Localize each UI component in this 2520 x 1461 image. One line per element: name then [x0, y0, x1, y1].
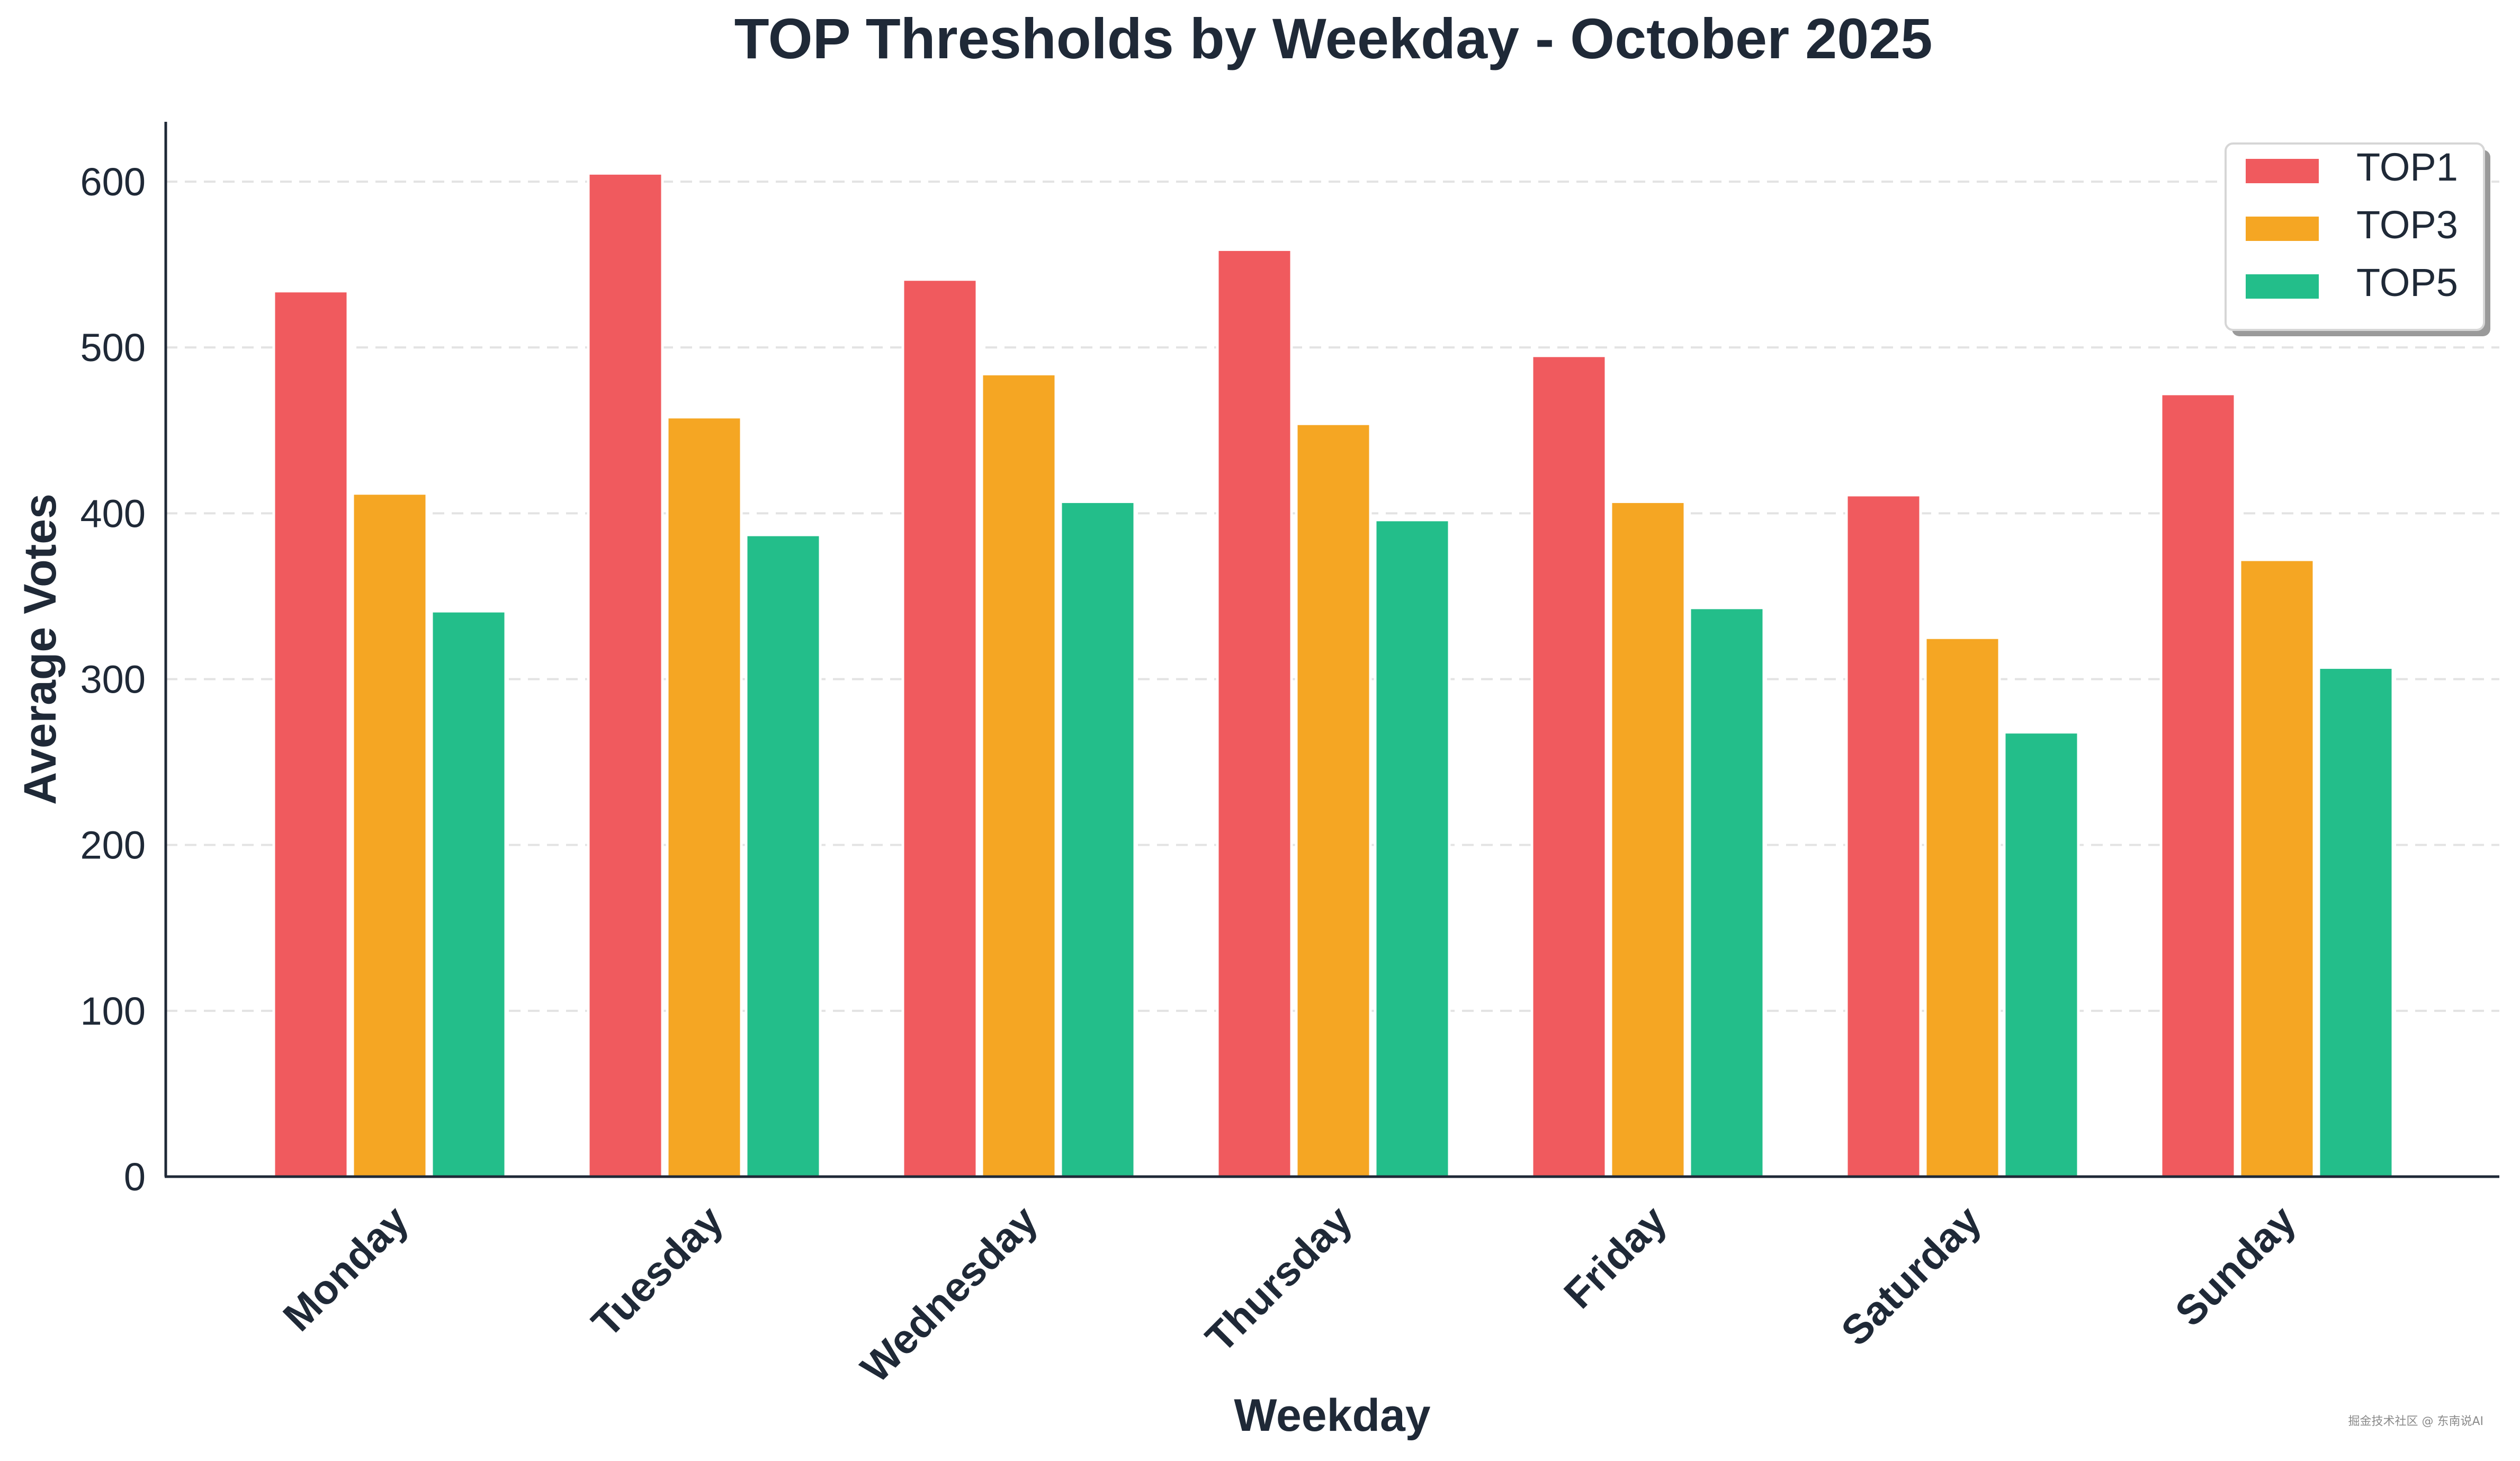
y-tick-label: 200 [80, 823, 146, 867]
bar-top1-sunday [2159, 392, 2237, 1178]
bar-top3-sunday [2238, 558, 2316, 1178]
x-tick-label-saturday: Saturday [1832, 1197, 1990, 1355]
x-axis-title: Weekday [1234, 1390, 1430, 1441]
y-tick-label: 500 [80, 326, 146, 370]
legend: TOP1 TOP3 TOP5 [2225, 142, 2490, 336]
legend-swatch-top3 [2246, 217, 2319, 241]
bar-top5-sunday [2317, 666, 2395, 1178]
legend-label-top5: TOP5 [2356, 261, 2458, 304]
bar-top5-friday [1688, 606, 1765, 1178]
bar-top5-thursday [1374, 518, 1451, 1178]
x-tick-label-friday: Friday [1555, 1197, 1675, 1317]
y-tick-label: 100 [80, 989, 146, 1033]
bar-top5-monday [430, 610, 507, 1178]
legend-swatch-top5 [2246, 274, 2319, 299]
bar-top3-saturday [1924, 636, 2001, 1178]
y-tick-label: 0 [124, 1155, 146, 1199]
legend-label-top3: TOP3 [2356, 203, 2458, 247]
bar-top3-friday [1609, 500, 1687, 1178]
x-tick-label-thursday: Thursday [1197, 1197, 1361, 1361]
x-tick-label-tuesday: Tuesday [582, 1197, 732, 1346]
legend-label-top1: TOP1 [2356, 145, 2458, 189]
y-tick-label: 400 [80, 491, 146, 535]
y-tick-labels: 0 100 200 300 400 500 600 [80, 160, 146, 1199]
bar-top5-tuesday [745, 533, 822, 1178]
x-tick-label-wednesday: Wednesday [851, 1197, 1046, 1392]
y-tick-label: 600 [80, 160, 146, 204]
bar-top3-thursday [1295, 422, 1372, 1178]
chart-title: TOP Thresholds by Weekday - October 2025 [734, 6, 1933, 70]
bar-top3-wednesday [980, 372, 1057, 1178]
x-tick-label-sunday: Sunday [2166, 1197, 2304, 1335]
bar-top1-thursday [1216, 248, 1293, 1178]
legend-swatch-top1 [2246, 159, 2319, 183]
bar-top3-monday [351, 492, 428, 1178]
bar-top3-tuesday [666, 416, 743, 1178]
bar-top5-wednesday [1059, 500, 1136, 1178]
bar-top1-monday [272, 290, 349, 1178]
bar-top1-wednesday [901, 278, 979, 1178]
x-tick-labels: Monday Tuesday Wednesday Thursday Friday Satu… [274, 1197, 2304, 1392]
bar-top1-tuesday [587, 172, 664, 1178]
y-tick-label: 300 [80, 658, 146, 702]
watermark: 掘金技术社区 @ 东南说AI [2348, 1415, 2483, 1428]
x-tick-label-monday: Monday [274, 1197, 417, 1340]
bar-top5-saturday [2003, 731, 2080, 1178]
bars [272, 172, 2395, 1178]
y-axis-title: Average Votes [15, 494, 66, 805]
bar-top1-friday [1530, 354, 1608, 1178]
bar-top1-saturday [1845, 494, 1922, 1178]
